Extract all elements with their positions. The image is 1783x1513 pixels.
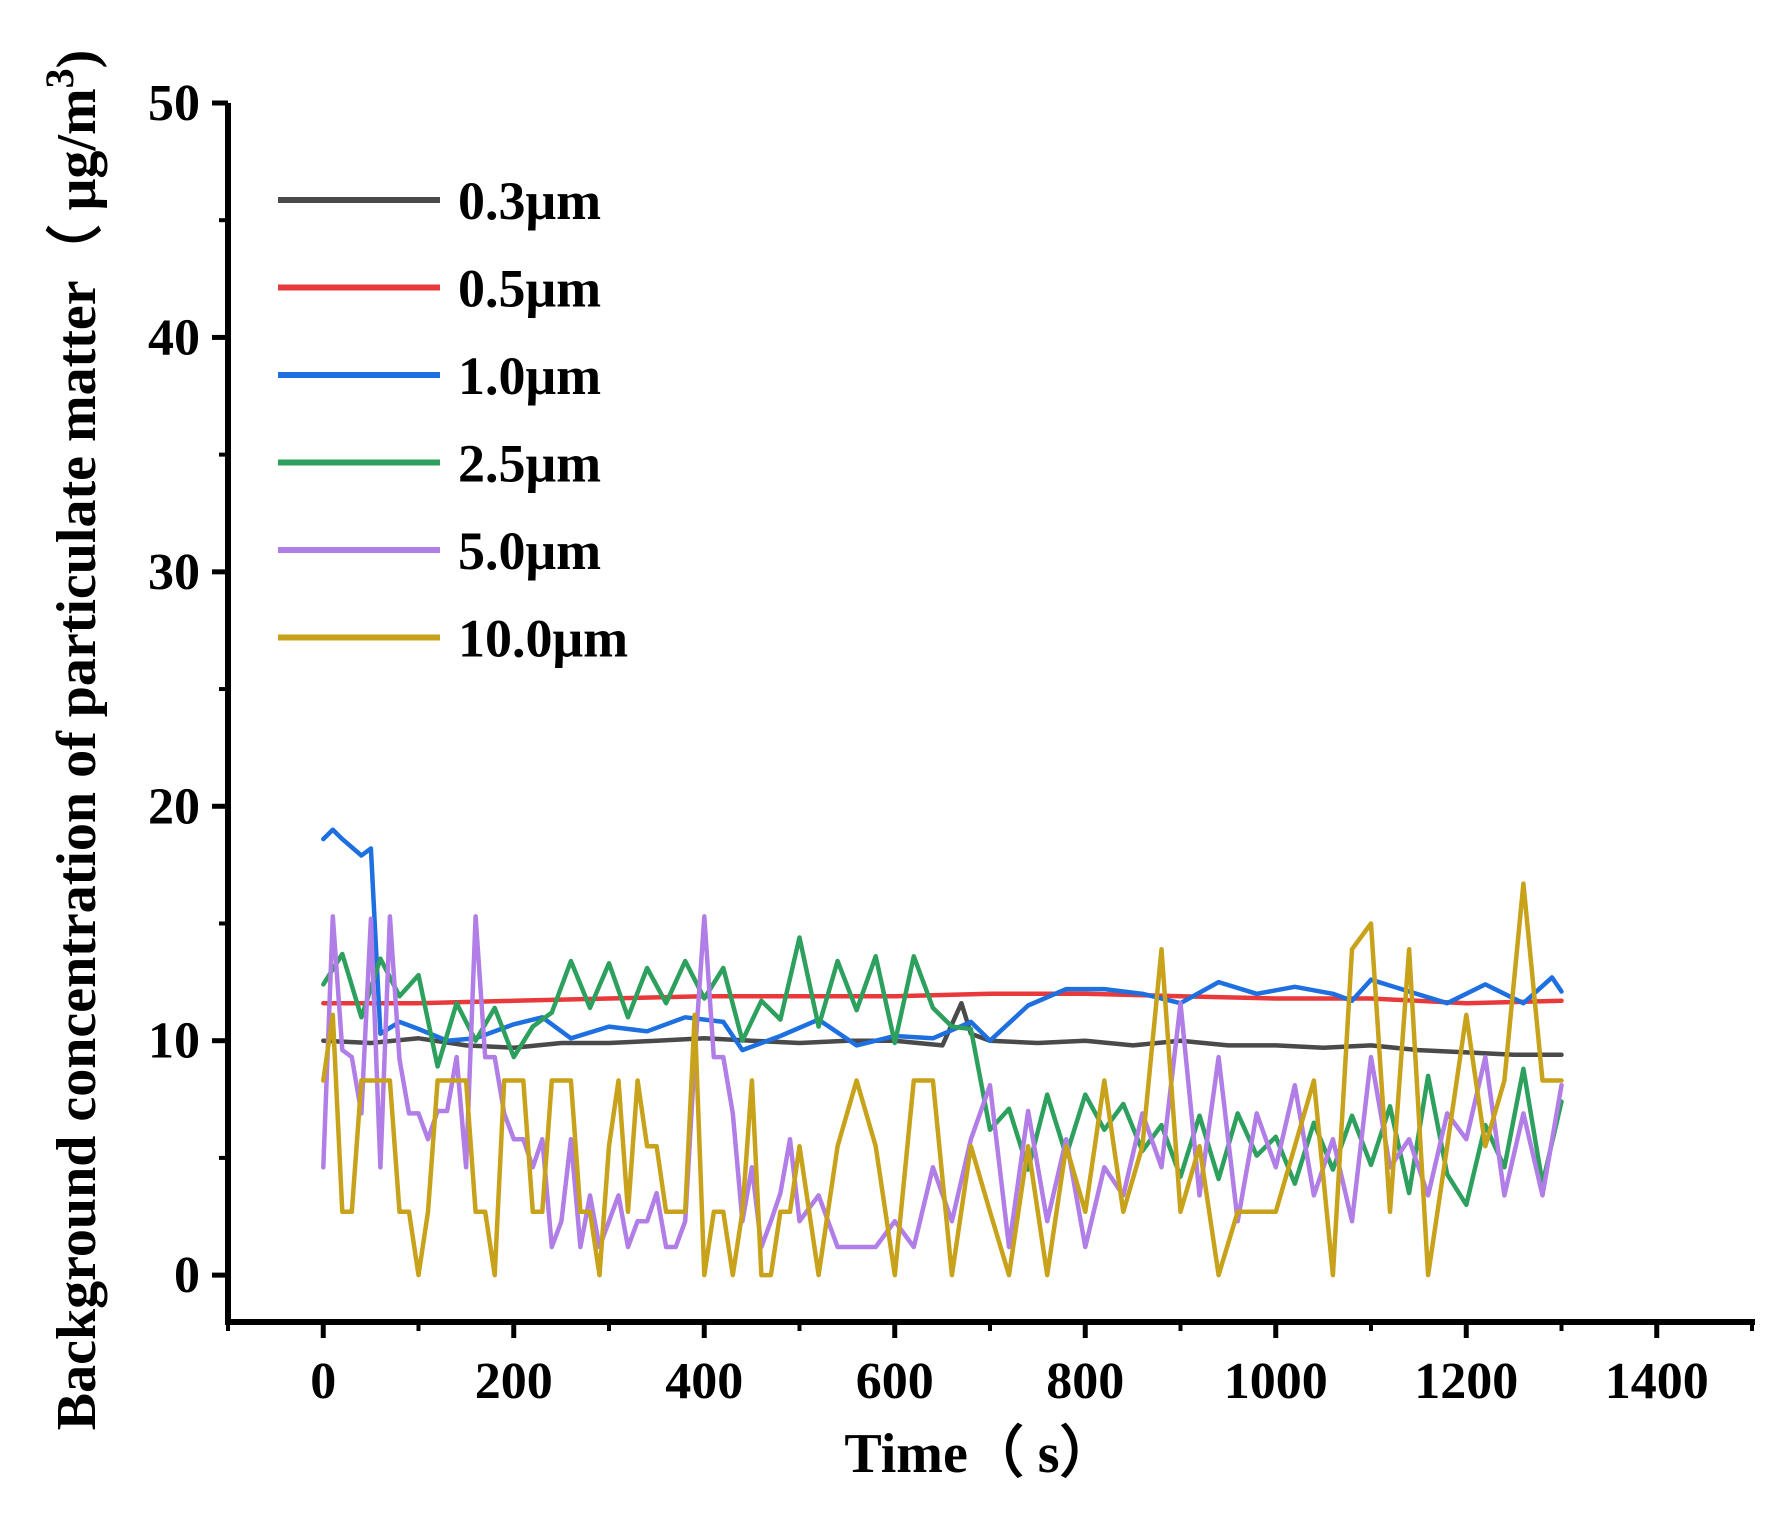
y-tick-label: 0	[174, 1247, 200, 1304]
series-line-0	[321, 1000, 1564, 1058]
y-axis-title: Background concentration of particulate …	[37, 50, 108, 1431]
y-axis-title-main: Background concentration of particulate …	[45, 88, 108, 1430]
x-tick-label: 800	[1046, 1353, 1124, 1410]
x-tick-label: 200	[475, 1353, 553, 1410]
legend-label: 5.0μm	[458, 521, 601, 581]
y-axis-ticks: 0 10 20 30 40 50	[148, 75, 228, 1304]
legend-label: 0.5μm	[458, 259, 601, 319]
y-axis-title-close: )	[46, 50, 108, 69]
x-tick-label: 0	[310, 1353, 336, 1410]
x-axis-ticks: 0 200 400 600 800 1000 1200 1400	[226, 1322, 1754, 1410]
x-axis-title: Time（ s）	[844, 1422, 1115, 1485]
legend-label: 10.0μm	[458, 609, 628, 669]
series-line-5	[321, 881, 1564, 1278]
series-line-2	[321, 827, 1564, 1053]
y-tick-label: 40	[148, 309, 200, 366]
legend: 0.3μm 0.5μm 1.0μm 2.5μm 5.0μm 10.0μm	[278, 171, 628, 669]
y-tick-label: 30	[148, 544, 200, 601]
plot-frame	[225, 103, 1755, 1325]
x-tick-label: 600	[856, 1353, 934, 1410]
y-tick-label: 20	[148, 778, 200, 835]
y-axis-title-superscript: 3	[37, 68, 82, 88]
series-lines	[321, 827, 1564, 1278]
series-line-4	[321, 914, 1564, 1250]
legend-label: 2.5μm	[458, 434, 601, 494]
legend-label: 0.3μm	[458, 171, 601, 231]
x-tick-label: 1000	[1224, 1353, 1328, 1410]
y-tick-label: 10	[148, 1013, 200, 1070]
x-tick-label: 1200	[1414, 1353, 1518, 1410]
y-tick-label: 50	[148, 75, 200, 132]
x-tick-label: 1400	[1605, 1353, 1709, 1410]
x-tick-label: 400	[665, 1353, 743, 1410]
series-line-3	[321, 935, 1564, 1208]
legend-label: 1.0μm	[458, 346, 601, 406]
